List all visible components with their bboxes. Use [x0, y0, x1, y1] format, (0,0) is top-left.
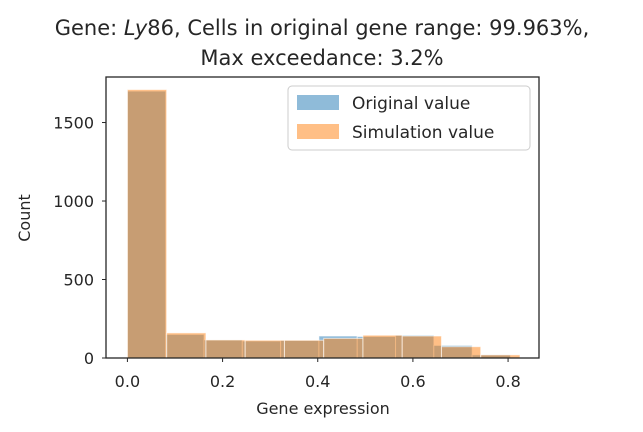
y-tick-label-3: 1500 [53, 114, 94, 133]
bar-simulation-0 [126, 89, 168, 359]
title-gene: Ly [124, 16, 148, 40]
x-axis-ticks: 0.0 0.2 0.4 0.6 0.8 [115, 358, 521, 391]
title-prefix: Gene: [55, 16, 124, 40]
y-tick-label-1: 500 [63, 271, 94, 290]
x-tick-label-1: 0.2 [210, 372, 235, 391]
x-tick-label-2: 0.4 [305, 372, 330, 391]
x-axis-label: Gene expression [256, 399, 390, 418]
bar-simulation-8 [440, 346, 482, 359]
bar-simulation-6 [362, 334, 403, 359]
chart-title-line2: Max exceedance: 3.2% [200, 46, 443, 70]
legend: Original value Simulation value [287, 85, 531, 151]
legend-label-simulation: Simulation value [352, 123, 494, 143]
bar-simulation-5 [323, 337, 364, 359]
x-tick-label-4: 0.8 [495, 372, 520, 391]
legend-swatch-original [297, 95, 339, 110]
series-simulation-bars [126, 89, 521, 359]
legend-box [287, 85, 531, 151]
plot-frame [105, 76, 540, 359]
legend-swatch-simulation [297, 124, 339, 139]
bar-simulation-1 [166, 332, 207, 359]
bar-simulation-4 [283, 339, 325, 359]
x-tick-label-3: 0.6 [400, 372, 425, 391]
bar-simulation-2 [205, 339, 246, 359]
chart-title-line1: Gene: Ly86, Cells in original gene range… [55, 16, 590, 40]
title-suffix: 86, Cells in original gene range: 99.963… [147, 16, 589, 40]
y-tick-label-2: 1000 [53, 192, 94, 211]
y-tick-label-0: 0 [84, 349, 94, 368]
bar-simulation-3 [244, 339, 285, 359]
y-axis-ticks: 0 500 1000 1500 [53, 114, 106, 368]
y-axis-label: Count [15, 194, 34, 242]
legend-label-original: Original value [352, 94, 470, 114]
bar-simulation-7 [401, 335, 442, 359]
x-tick-label-0: 0.0 [115, 372, 140, 391]
